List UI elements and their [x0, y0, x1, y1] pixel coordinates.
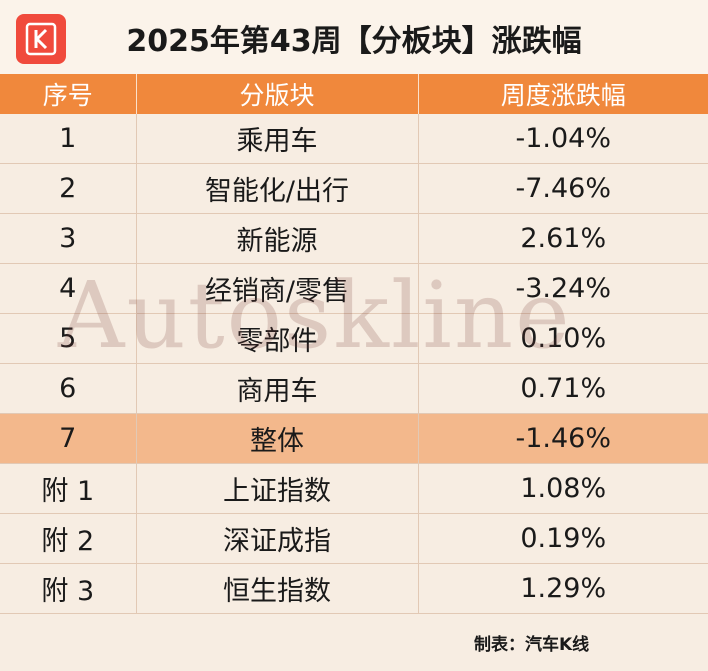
table-row: 附 2 深证成指 0.19%: [0, 513, 708, 564]
sector-name-cell: 恒生指数: [136, 563, 419, 614]
table-row: 7 整体 -1.46%: [0, 413, 708, 464]
row-number-cell: 附 1: [0, 463, 137, 514]
weekly-change-cell: -1.46%: [418, 413, 708, 464]
row-number-cell: 5: [0, 313, 137, 364]
sector-name-cell: 智能化/出行: [136, 163, 419, 214]
k-logo-icon: [25, 22, 57, 56]
sector-name-cell: 零部件: [136, 313, 419, 364]
sector-name-cell: 上证指数: [136, 463, 419, 514]
table-row: 2 智能化/出行 -7.46%: [0, 163, 708, 214]
table-row: 4 经销商/零售 -3.24%: [0, 263, 708, 314]
table-row: 3 新能源 2.61%: [0, 213, 708, 264]
row-number-cell: 6: [0, 363, 137, 414]
table-row: 1 乘用车 -1.04%: [0, 114, 708, 164]
sector-name-cell: 新能源: [136, 213, 419, 264]
weekly-change-cell: -7.46%: [418, 163, 708, 214]
sector-name-cell: 深证成指: [136, 513, 419, 564]
weekly-change-cell: 0.19%: [418, 513, 708, 564]
column-header-no: 序号: [0, 74, 137, 114]
table-row: 附 1 上证指数 1.08%: [0, 463, 708, 514]
sector-change-table: 序号 分版块 周度涨跌幅 1 乘用车 -1.04% 2 智能化/出行 -7.46% 3 新能源…: [0, 74, 708, 614]
column-header-sector: 分版块: [136, 74, 419, 114]
weekly-change-cell: -1.04%: [418, 114, 708, 164]
weekly-change-cell: 0.71%: [418, 363, 708, 414]
weekly-change-cell: 2.61%: [418, 213, 708, 264]
column-header-change: 周度涨跌幅: [418, 74, 708, 114]
row-number-cell: 7: [0, 413, 137, 464]
title-bar: 2025年第43周【分板块】涨跌幅: [0, 0, 708, 74]
table-row: 6 商用车 0.71%: [0, 363, 708, 414]
sector-name-cell: 整体: [136, 413, 419, 464]
row-number-cell: 1: [0, 114, 137, 164]
row-number-cell: 附 2: [0, 513, 137, 564]
weekly-change-cell: -3.24%: [418, 263, 708, 314]
row-number-cell: 附 3: [0, 563, 137, 614]
weekly-change-cell: 1.08%: [418, 463, 708, 514]
weekly-change-cell: 0.10%: [418, 313, 708, 364]
table-header-row: 序号 分版块 周度涨跌幅: [0, 74, 708, 114]
sector-name-cell: 经销商/零售: [136, 263, 419, 314]
row-number-cell: 2: [0, 163, 137, 214]
weekly-change-cell: 1.29%: [418, 563, 708, 614]
source-credit: 制表：汽车K线: [474, 635, 590, 655]
sector-name-cell: 商用车: [136, 363, 419, 414]
row-number-cell: 3: [0, 213, 137, 264]
sector-name-cell: 乘用车: [136, 114, 419, 164]
logo: [16, 14, 66, 64]
table-row: 5 零部件 0.10%: [0, 313, 708, 364]
table-row: 附 3 恒生指数 1.29%: [0, 563, 708, 614]
row-number-cell: 4: [0, 263, 137, 314]
page-title: 2025年第43周【分板块】涨跌幅: [126, 24, 582, 59]
